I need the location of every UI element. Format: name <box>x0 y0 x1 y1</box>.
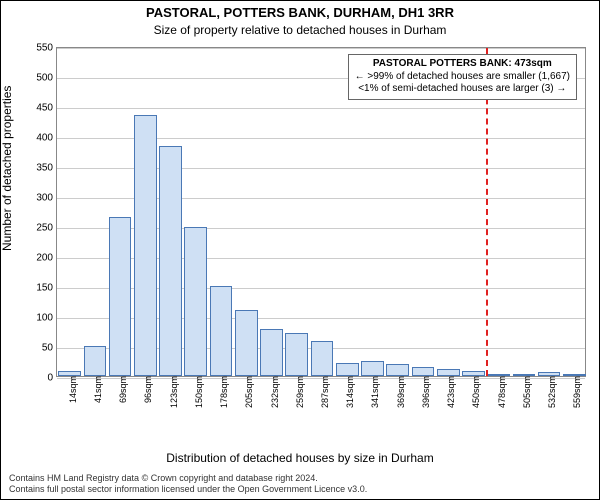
x-tick-label: 505sqm <box>522 376 532 408</box>
histogram-bar <box>285 333 308 376</box>
x-tick-label: 259sqm <box>295 376 305 408</box>
x-tick-label: 423sqm <box>446 376 456 408</box>
x-tick-label: 559sqm <box>572 376 582 408</box>
y-tick-label: 200 <box>36 253 53 264</box>
x-tick-label: 232sqm <box>270 376 280 408</box>
y-tick-label: 250 <box>36 223 53 234</box>
gridline <box>57 48 585 49</box>
x-axis-label: Distribution of detached houses by size … <box>1 451 599 465</box>
annotation-line: <1% of semi-detached houses are larger (… <box>355 83 570 96</box>
x-tick-label: 478sqm <box>497 376 507 408</box>
footer-attribution: Contains HM Land Registry data © Crown c… <box>9 473 367 495</box>
x-tick-label: 532sqm <box>547 376 557 408</box>
histogram-bar <box>84 346 107 376</box>
histogram-bar <box>159 146 182 376</box>
x-tick-label: 178sqm <box>219 376 229 408</box>
histogram-bar <box>184 227 207 376</box>
chart-subtitle: Size of property relative to detached ho… <box>1 23 599 37</box>
y-tick-label: 450 <box>36 103 53 114</box>
x-tick-label: 150sqm <box>194 376 204 408</box>
y-tick-label: 350 <box>36 163 53 174</box>
x-tick-label: 123sqm <box>169 376 179 408</box>
y-tick-label: 500 <box>36 73 53 84</box>
x-tick-label: 314sqm <box>345 376 355 408</box>
histogram-bar <box>109 217 132 376</box>
y-tick-label: 0 <box>47 373 53 384</box>
x-tick-label: 396sqm <box>421 376 431 408</box>
y-tick-label: 300 <box>36 193 53 204</box>
y-axis-label: Number of detached properties <box>0 86 14 251</box>
histogram-bar <box>336 363 359 376</box>
annotation-line: PASTORAL POTTERS BANK: 473sqm <box>355 58 570 71</box>
y-tick-label: 150 <box>36 283 53 294</box>
histogram-bar <box>412 367 435 376</box>
gridline <box>57 108 585 109</box>
footer-line-2: Contains full postal sector information … <box>9 484 367 495</box>
histogram-bar <box>235 310 258 376</box>
x-tick-label: 205sqm <box>244 376 254 408</box>
histogram-bar <box>311 341 334 376</box>
y-tick-label: 100 <box>36 313 53 324</box>
annotation-line: ← >99% of detached houses are smaller (1… <box>355 71 570 84</box>
figure: PASTORAL, POTTERS BANK, DURHAM, DH1 3RR … <box>0 0 600 500</box>
histogram-bar <box>386 364 409 376</box>
y-tick-label: 400 <box>36 133 53 144</box>
y-tick-label: 50 <box>42 343 53 354</box>
y-tick-label: 550 <box>36 43 53 54</box>
histogram-bar <box>134 115 157 376</box>
footer-line-1: Contains HM Land Registry data © Crown c… <box>9 473 367 484</box>
x-tick-label: 69sqm <box>118 376 128 403</box>
x-tick-label: 14sqm <box>68 376 78 403</box>
x-tick-label: 287sqm <box>320 376 330 408</box>
annotation-box: PASTORAL POTTERS BANK: 473sqm← >99% of d… <box>348 54 577 100</box>
x-tick-label: 96sqm <box>143 376 153 403</box>
x-tick-label: 450sqm <box>471 376 481 408</box>
x-tick-label: 369sqm <box>396 376 406 408</box>
histogram-bar <box>260 329 283 376</box>
x-tick-label: 341sqm <box>370 376 380 408</box>
histogram-bar <box>210 286 233 376</box>
histogram-bar <box>361 361 384 376</box>
chart-title: PASTORAL, POTTERS BANK, DURHAM, DH1 3RR <box>1 5 599 20</box>
plot-region: 05010015020025030035040045050055014sqm41… <box>56 47 586 399</box>
histogram-bar <box>437 369 460 376</box>
plot-area: 05010015020025030035040045050055014sqm41… <box>56 47 586 377</box>
x-tick-label: 41sqm <box>93 376 103 403</box>
